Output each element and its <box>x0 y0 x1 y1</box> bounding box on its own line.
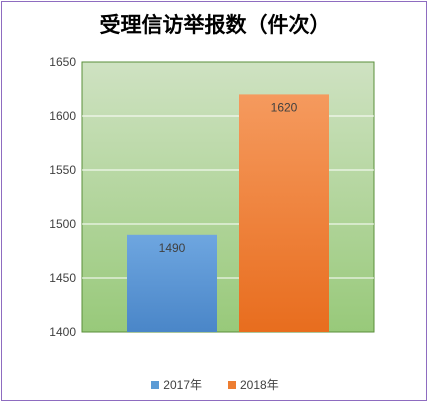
y-tick-label-1600: 1600 <box>49 109 76 123</box>
bar-2017年 <box>127 234 217 332</box>
chart-title: 受理信访举报数（件次） <box>99 13 331 37</box>
legend-label-2017: 2017年 <box>163 378 202 392</box>
y-tick-label-1450: 1450 <box>49 271 76 285</box>
legend-swatch-2018 <box>228 380 236 389</box>
y-tick-label-1650: 1650 <box>49 55 76 69</box>
legend-item-2017: 2017年 <box>151 376 202 393</box>
bar-2018年 <box>239 94 329 333</box>
data-label-2017年: 1490 <box>159 241 186 255</box>
plot-area <box>81 61 375 333</box>
y-tick-label-1400: 1400 <box>49 325 76 339</box>
legend-item-2018: 2018年 <box>228 376 279 393</box>
legend-swatch-2017 <box>151 380 160 389</box>
y-tick-label-1550: 1550 <box>49 163 76 177</box>
chart-legend: 2017年 2018年 <box>0 376 430 393</box>
y-tick-label-1500: 1500 <box>49 217 76 231</box>
legend-label-2018: 2018年 <box>240 378 279 392</box>
data-label-2018年: 1620 <box>271 100 298 114</box>
